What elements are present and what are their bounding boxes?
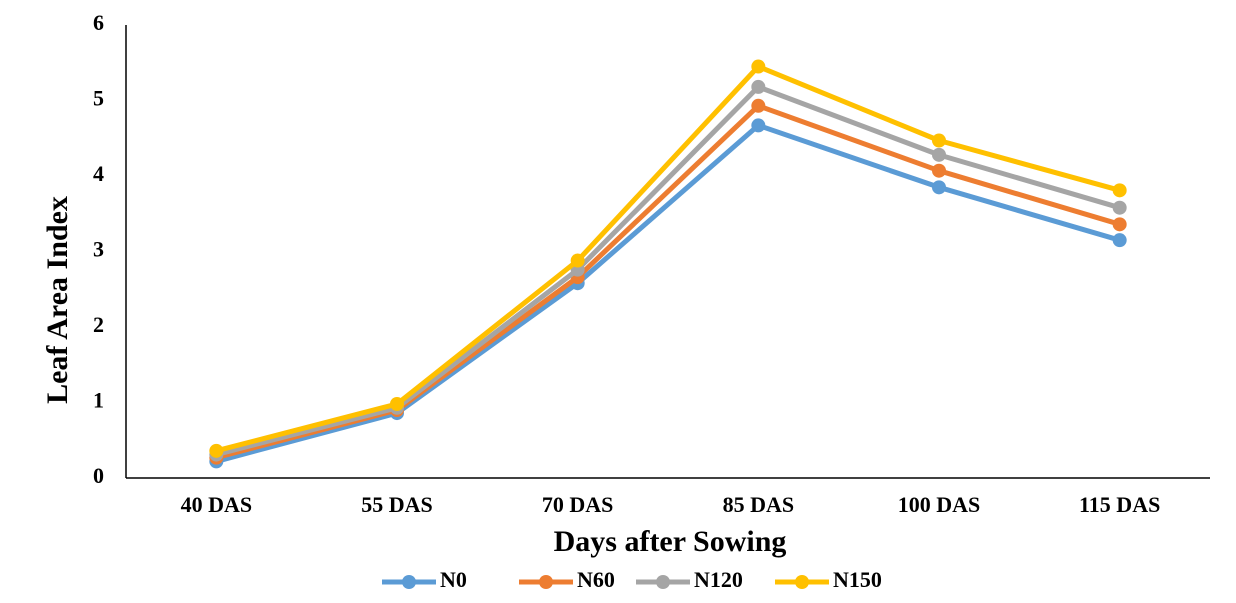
axes: [125, 25, 1210, 479]
data-point: [751, 59, 766, 74]
legend-marker: [795, 575, 809, 589]
legend-item: N150: [775, 567, 882, 592]
x-axis: 40 DAS 55 DAS 70 DAS 85 DAS 100 DAS 115 DAS: [181, 492, 1161, 517]
data-point: [390, 397, 404, 412]
data-point: [1112, 233, 1127, 248]
legend-marker: [539, 575, 553, 589]
data-point: [751, 98, 766, 113]
data-point: [1112, 200, 1127, 215]
data-point: [570, 253, 585, 268]
data-point: [932, 180, 946, 195]
legend-item: N0: [382, 567, 467, 592]
series-n120: [209, 79, 1127, 462]
x-tick-label: 85 DAS: [723, 492, 795, 517]
series-group: [209, 59, 1127, 469]
data-point: [1112, 183, 1127, 198]
legend: N0 N60 N120 N150: [382, 567, 882, 592]
x-tick-label: 100 DAS: [898, 492, 981, 517]
series-line: [213, 84, 1123, 458]
data-point: [751, 118, 766, 133]
x-tick-label: 115 DAS: [1079, 492, 1160, 517]
y-tick-label: 3: [93, 237, 104, 262]
data-point: [209, 443, 224, 458]
legend-label: N0: [440, 567, 467, 592]
legend-item: N120: [636, 567, 743, 592]
y-axis: 0 1 2 3 4 5 6: [93, 10, 104, 488]
legend-label: N60: [577, 567, 615, 592]
data-point: [932, 163, 946, 178]
series-line: [213, 64, 1123, 454]
legend-label: N120: [694, 567, 743, 592]
y-axis-title: Leaf Area Index: [41, 196, 74, 404]
x-tick-label: 40 DAS: [181, 492, 253, 517]
y-tick-label: 4: [93, 161, 104, 186]
y-tick-label: 0: [93, 463, 104, 488]
x-tick-label: 55 DAS: [361, 492, 433, 517]
y-tick-label: 5: [93, 86, 104, 111]
legend-item: N60: [519, 567, 615, 592]
legend-label: N150: [833, 567, 882, 592]
y-tick-label: 6: [93, 10, 104, 35]
series-line: [213, 103, 1123, 461]
data-point: [1112, 217, 1127, 232]
data-point: [932, 133, 946, 148]
legend-marker: [402, 575, 416, 589]
data-point: [932, 147, 946, 162]
series-n150: [209, 59, 1127, 458]
legend-marker: [656, 575, 670, 589]
series-line: [213, 122, 1123, 464]
x-axis-title: Days after Sowing: [554, 525, 787, 558]
x-tick-label: 70 DAS: [542, 492, 614, 517]
y-tick-label: 2: [93, 312, 104, 337]
data-point: [751, 79, 766, 94]
y-tick-label: 1: [93, 388, 104, 413]
